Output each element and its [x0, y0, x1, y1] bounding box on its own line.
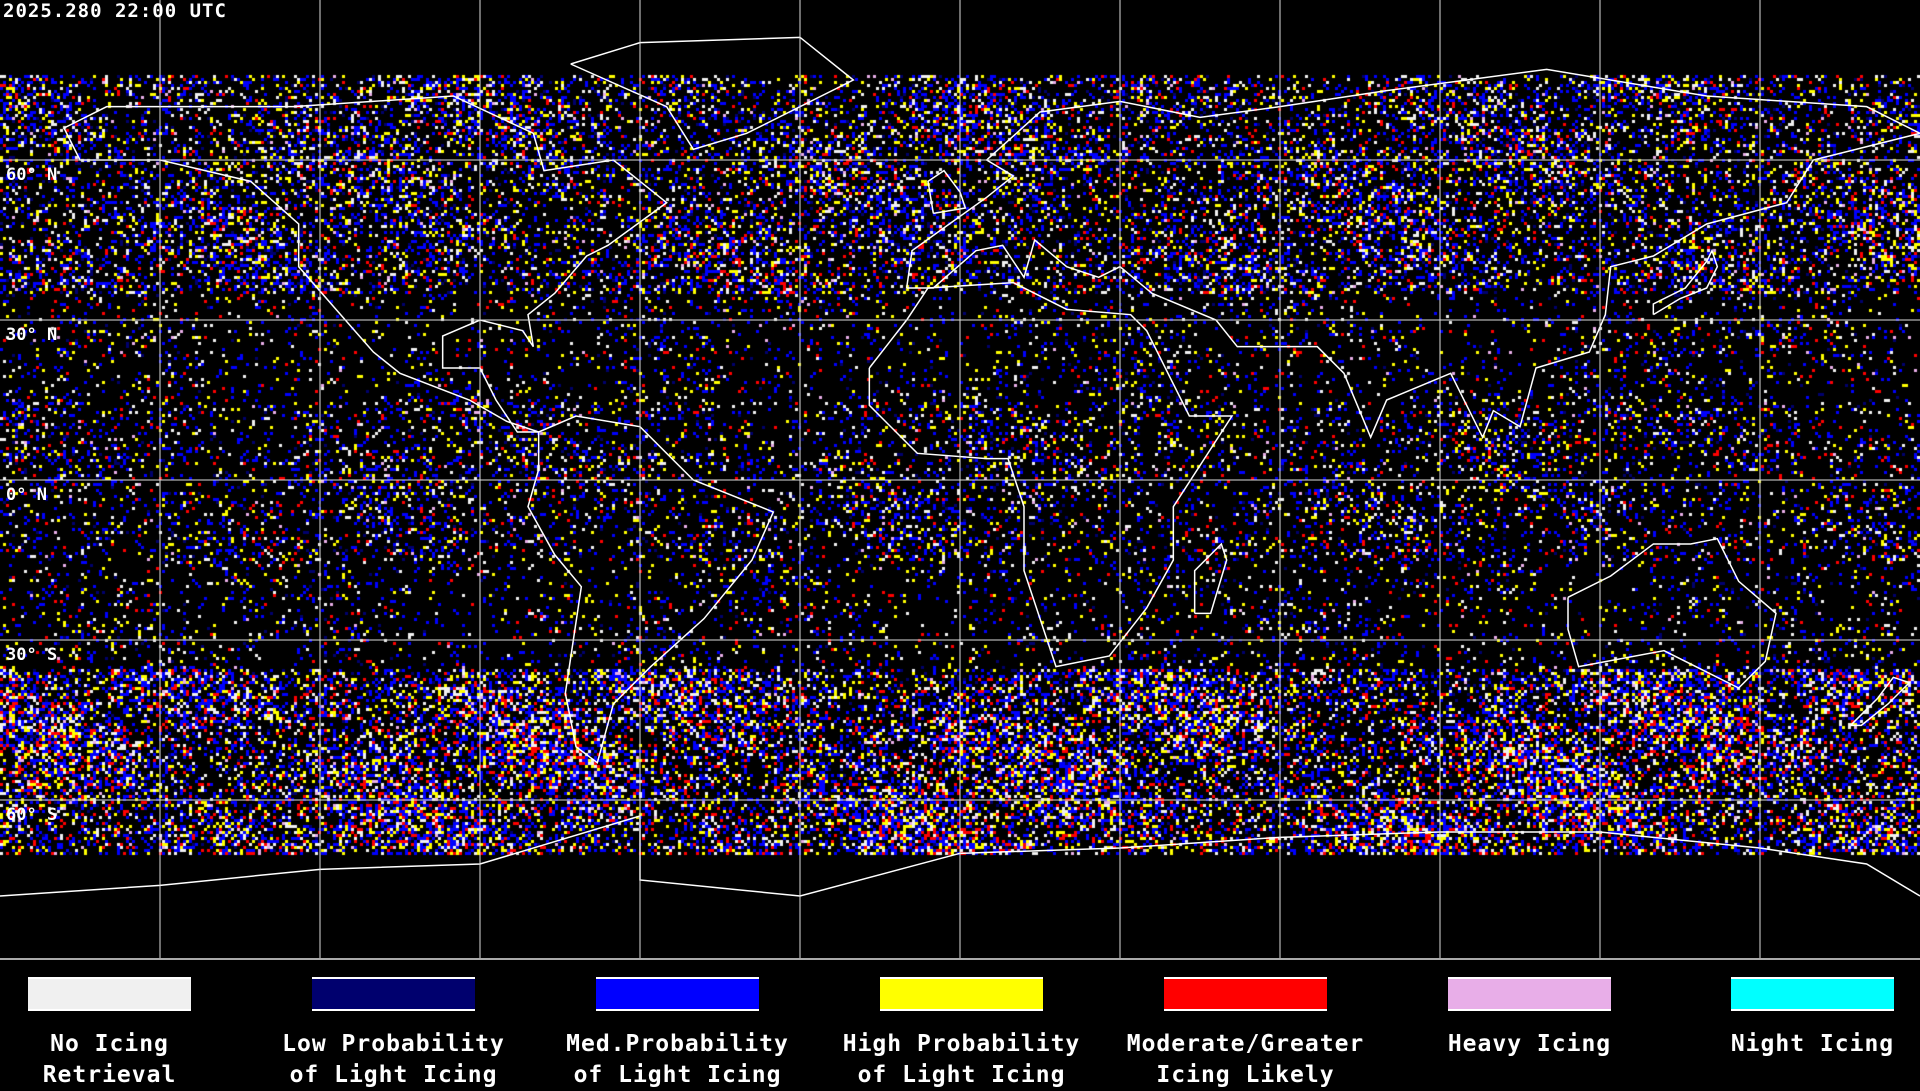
- lat-label-60s: 60° S: [6, 805, 58, 825]
- legend-swatch: [880, 977, 1043, 1011]
- legend-label: Med.Probability: [566, 1031, 789, 1057]
- legend-label: Icing Likely: [1156, 1062, 1335, 1088]
- legend-item-heavy-icing: Heavy Icing: [1448, 977, 1611, 1057]
- legend-label: of Light Icing: [573, 1062, 782, 1088]
- coastline-madagascar: [1193, 542, 1228, 615]
- legend-item-med-probability: Med.Probability of Light Icing: [566, 977, 788, 1088]
- legend-swatch: [312, 977, 475, 1011]
- coastline-eurasia: [905, 68, 1920, 440]
- timestamp: 2025.280 22:00 UTC: [3, 0, 227, 22]
- icing-map: 2025.280 22:00 UTC 60° N 30° N 0° N 30° …: [0, 0, 1920, 960]
- legend-swatch: [1731, 977, 1894, 1011]
- map-overlay: [0, 0, 1920, 960]
- legend-item-low-probability: Low Probability of Light Icing: [282, 977, 504, 1088]
- coastline-north-america: [63, 95, 668, 433]
- coastline-africa: [868, 281, 1234, 668]
- legend-label: High Probability: [842, 1031, 1081, 1057]
- legend-item-night-icing: Night Icing: [1731, 977, 1894, 1057]
- legend-label: Night Icing: [1730, 1031, 1895, 1057]
- lat-label-0n: 0° N: [6, 485, 47, 505]
- coastline-japan: [1652, 248, 1719, 316]
- legend-swatch: [596, 977, 759, 1011]
- legend-label: Low Probability: [282, 1031, 505, 1057]
- legend-label: of Light Icing: [289, 1062, 498, 1088]
- coastline-australia: [1567, 537, 1777, 689]
- lat-label-30s: 30° S: [6, 645, 58, 665]
- legend-swatch: [1164, 977, 1327, 1011]
- legend-label: Heavy Icing: [1447, 1031, 1612, 1057]
- legend-label: of Light Icing: [857, 1062, 1066, 1088]
- lat-label-30n: 30° N: [6, 325, 58, 345]
- legend-item-no-icing: No Icing Retrieval: [28, 977, 191, 1088]
- legend-swatch: [1448, 977, 1611, 1011]
- legend-swatch: [28, 977, 191, 1011]
- coastline-new-zealand: [1850, 676, 1911, 727]
- legend-item-high-probability: High Probability of Light Icing: [843, 977, 1079, 1088]
- legend-label: No Icing: [50, 1031, 169, 1057]
- map-border: [0, 958, 1920, 960]
- legend-label: Moderate/Greater: [1126, 1031, 1365, 1057]
- coastline-greenland: [570, 36, 855, 151]
- coastline-south-america: [527, 415, 775, 764]
- legend: No Icing Retrieval Low Probability of Ligh…: [0, 960, 1920, 1088]
- legend-label: Retrieval: [42, 1062, 177, 1088]
- lat-label-60n: 60° N: [6, 165, 58, 185]
- legend-item-moderate-greater: Moderate/Greater Icing Likely: [1127, 977, 1363, 1088]
